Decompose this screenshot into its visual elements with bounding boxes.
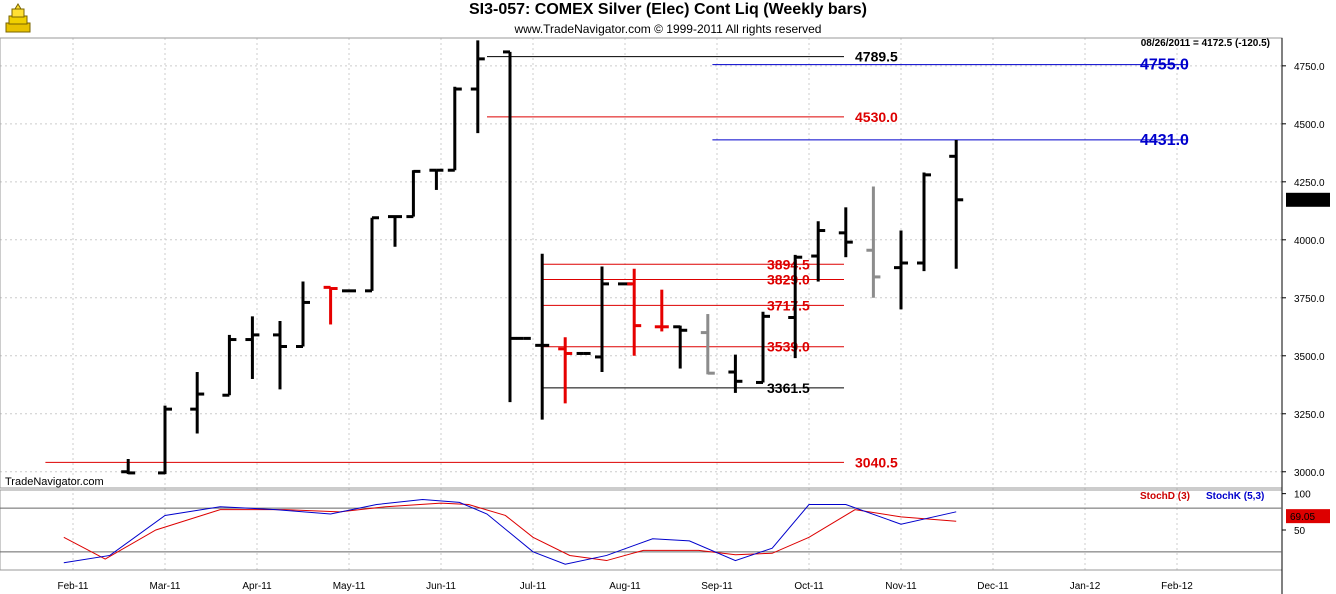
last-price-label: 4172.5 [1289,196,1320,207]
last-price-box [1286,192,1330,207]
x-tick-label: Aug-11 [609,581,641,592]
level-label: 4431.0 [1140,132,1189,149]
y-tick-label: 4000.0 [1294,236,1325,247]
x-tick-label: Oct-11 [794,581,824,592]
chart-header: SI3-057: COMEX Silver (Elec) Cont Liq (W… [0,0,1336,38]
level-label: 3894.5 [767,256,810,272]
x-tick-label: Mar-11 [150,581,181,592]
stoch-series-line [63,502,957,562]
stochastic-panel [0,498,1282,565]
x-tick-label: Feb-11 [58,581,89,592]
x-tick-label: Jan-12 [1070,581,1101,592]
legend-stoch-d: StochD (3) [1140,491,1190,502]
price-panel-frame [0,37,1283,489]
stoch-series-line [63,498,957,565]
ohlc-bars [121,40,964,475]
y-tick-label: 3500.0 [1294,352,1325,363]
level-label: 4755.0 [1140,57,1189,74]
copyright-notice: www.TradeNavigator.com © 1999-2011 All r… [514,22,822,36]
stoch-y-tick-label: 100 [1294,490,1311,501]
level-label: 4530.0 [855,109,898,125]
x-tick-label: Jul-11 [520,581,547,592]
watermark-text: TradeNavigator.com [5,476,104,488]
y-tick-label: 4500.0 [1294,120,1325,131]
chart-title: SI3-057: COMEX Silver (Elec) Cont Liq (W… [468,1,868,18]
stoch-last-box [1286,509,1330,524]
legend-stoch-k: StochK (5,3) [1206,491,1265,502]
stoch-panel-frame [0,489,1283,571]
level-label: 4789.5 [855,49,898,65]
level-label: 3361.5 [767,380,810,396]
stoch-last-label: 69.05 [1290,512,1315,523]
y-tick-label: 4750.0 [1294,62,1325,73]
x-tick-label: Apr-11 [242,581,272,592]
y-tick-label: 3000.0 [1294,468,1325,479]
trade-navigator-logo-icon [5,3,31,33]
x-tick-label: Jun-11 [426,581,456,592]
x-tick-label: Feb-12 [1161,581,1193,592]
level-label: 3829.0 [767,271,810,287]
y-tick-label: 3250.0 [1294,410,1325,421]
x-tick-label: Sep-11 [701,581,733,592]
level-label: 3717.5 [767,297,810,313]
y-tick-label: 4250.0 [1294,178,1325,189]
stoch-y-tick-label: 50 [1294,526,1306,537]
x-tick-label: Nov-11 [885,581,917,592]
x-tick-label: Dec-11 [977,581,1009,592]
chart-frame [0,37,1283,594]
level-label: 3040.5 [855,454,898,470]
level-label: 3539.0 [767,339,810,355]
price-readout: 08/26/2011 = 4172.5 (-120.5) [1140,38,1270,49]
y-tick-label: 3750.0 [1294,294,1325,305]
axis-labels: Feb-11 Mar-11 Apr-11 May-11 Jun-11 Jul-11 Aug-… [58,62,1330,592]
x-tick-label: May-11 [333,581,366,592]
